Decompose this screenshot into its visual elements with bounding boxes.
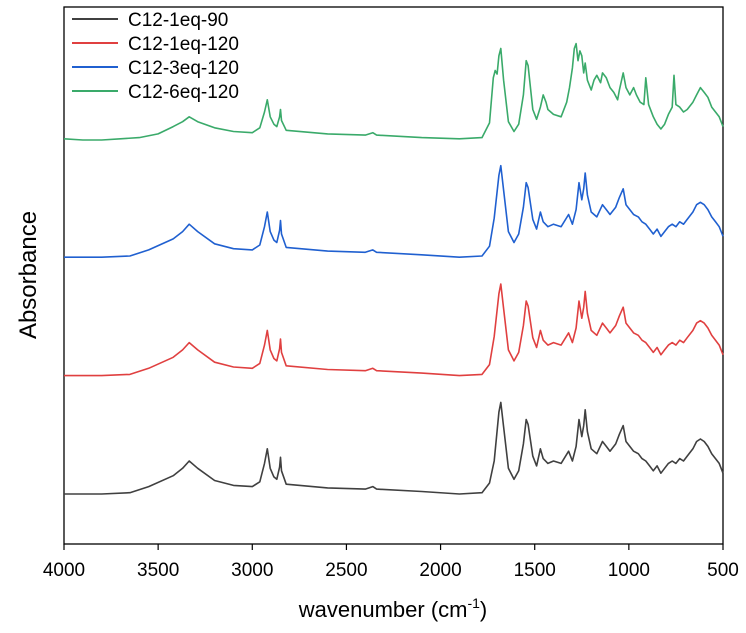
x-tick-label: 500 xyxy=(707,560,739,581)
legend-label: C12-3eq-120 xyxy=(128,58,239,79)
legend: C12-1eq-90 C12-1eq-120 C12-3eq-120 C12-6eq-… xyxy=(72,10,239,103)
x-axis-label: wavenumber (cm-1) xyxy=(298,595,488,622)
x-tick-label: 1500 xyxy=(514,560,556,581)
x-tick-label: 2000 xyxy=(419,560,461,581)
x-tick-label: 3500 xyxy=(137,560,179,581)
series-line-3 xyxy=(64,164,724,258)
x-axis-label-close: ) xyxy=(480,597,487,622)
x-axis-ticks: 4000 3500 3000 2500 2000 1500 1000 500 xyxy=(43,544,739,581)
x-tick-label: 4000 xyxy=(43,560,85,581)
y-axis-label: Absorbance xyxy=(15,211,42,339)
x-tick-label: 2500 xyxy=(325,560,367,581)
legend-label: C12-6eq-120 xyxy=(128,82,239,103)
legend-label: C12-1eq-120 xyxy=(128,34,239,55)
series-line-1 xyxy=(64,401,724,495)
x-axis-label-superscript: -1 xyxy=(467,595,480,611)
x-tick-label: 3000 xyxy=(231,560,273,581)
x-tick-label: 1000 xyxy=(608,560,650,581)
series-layer xyxy=(63,42,724,495)
series-line-4 xyxy=(63,42,724,141)
legend-label: C12-1eq-90 xyxy=(128,10,228,31)
x-axis-label-main: wavenumber (cm xyxy=(298,597,468,622)
series-line-2 xyxy=(64,283,724,377)
plot-frame xyxy=(63,6,724,545)
